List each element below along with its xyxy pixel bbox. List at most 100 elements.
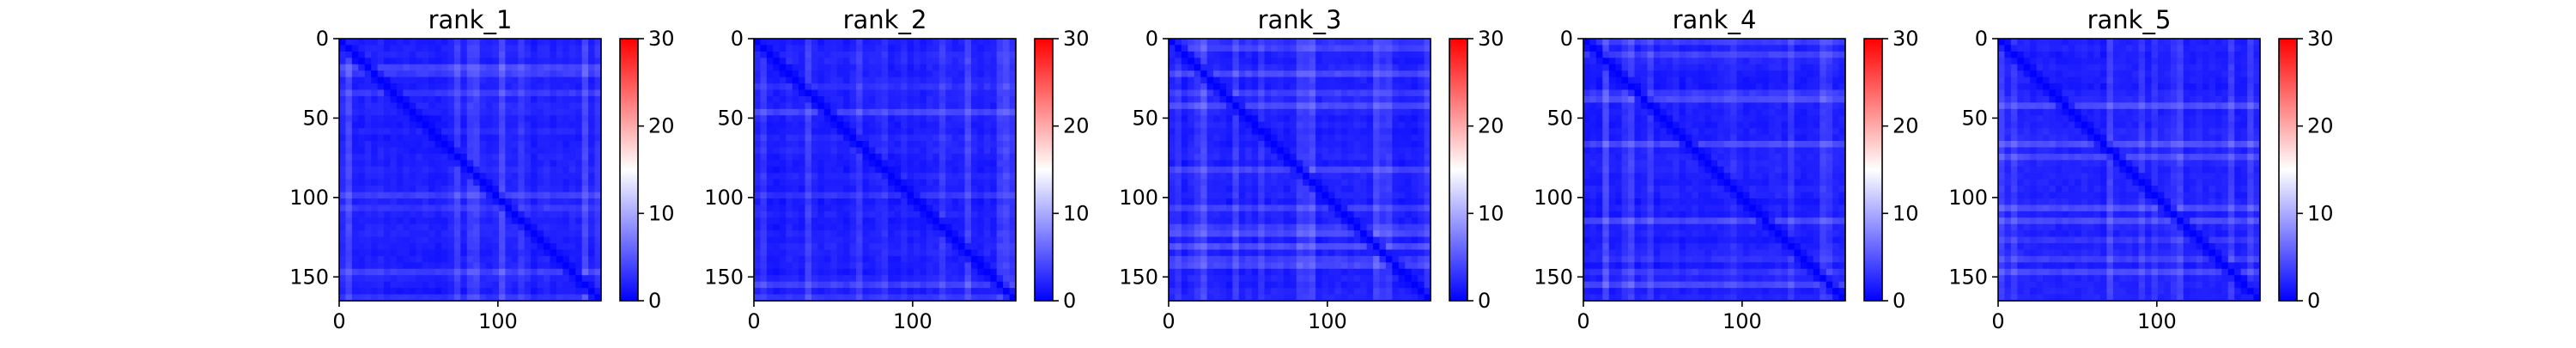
heatmap-cell [1188,230,1194,237]
heatmap-cell [824,249,831,256]
heatmap-cell [850,217,857,224]
heatmap-cell [1379,70,1386,77]
heatmap-cell [1354,230,1361,237]
heatmap-cell [1207,39,1214,46]
heatmap-cell [1220,115,1227,122]
heatmap-cell [1245,180,1252,186]
heatmap-cell [760,39,767,46]
heatmap-cell [569,64,576,71]
heatmap-cell [945,237,952,244]
heatmap-cell [920,90,927,97]
heatmap-cell [856,58,863,64]
heatmap-cell [518,77,525,84]
heatmap-cell [582,58,589,64]
heatmap-cell [339,269,346,276]
heatmap-cell [352,102,359,109]
heatmap-cell [518,90,525,97]
heatmap-cell [971,64,978,71]
heatmap-cell [467,192,474,199]
heatmap-cell [780,147,787,154]
heatmap-cell [1315,147,1322,154]
heatmap-cell [384,167,391,174]
heatmap-cell [588,288,595,295]
heatmap-cell [850,77,857,84]
heatmap-cell [588,269,595,276]
heatmap-cell [473,211,480,218]
heatmap-cell [435,135,442,142]
heatmap-cell [773,102,780,109]
heatmap-cell [1367,52,1374,58]
heatmap-cell [1418,243,1425,250]
heatmap-cell [888,109,895,116]
heatmap-cell [1297,64,1303,71]
heatmap-cell [799,211,805,218]
heatmap-cell [824,186,831,192]
heatmap-cell [1169,45,1176,52]
heatmap-cell [493,45,500,52]
heatmap-cell [997,282,1004,289]
heatmap-cell [1284,160,1291,167]
heatmap-cell [895,198,902,205]
heatmap-cell [927,173,933,180]
heatmap-cell [1213,128,1220,135]
heatmap-cell [371,275,378,282]
heatmap-cell [1341,141,1348,148]
heatmap-cell [1386,147,1393,154]
heatmap-cell [467,205,474,211]
heatmap-cell [1271,52,1278,58]
heatmap-cell [1418,147,1425,154]
heatmap-cell [1200,96,1207,103]
heatmap-cell [1328,52,1335,58]
heatmap-cell [1418,167,1425,174]
heatmap-cell [760,90,767,97]
heatmap-cell [1239,70,1246,77]
heatmap-cell [908,288,914,295]
heatmap-cell [1412,186,1419,192]
heatmap-cell [1367,198,1374,205]
heatmap-cell [997,237,1004,244]
heatmap-cell [799,173,805,180]
heatmap-cell [575,217,582,224]
heatmap-cell [780,115,787,122]
heatmap-cell [920,180,927,186]
heatmap-cell [964,192,971,199]
colorbar-tick-label: 0 [1063,289,1076,313]
heatmap-cell [358,256,365,263]
heatmap-cell [1207,52,1214,58]
heatmap-cell [869,282,876,289]
heatmap-cell [977,262,984,269]
heatmap-cell [499,198,506,205]
heatmap-cell [1271,243,1278,250]
heatmap-cell [1297,224,1303,231]
heatmap-cell [365,58,372,64]
heatmap-cell [562,237,569,244]
heatmap-cell [920,83,927,90]
heatmap-cell [1373,230,1380,237]
heatmap-cell [927,122,933,129]
heatmap-cell [467,288,474,295]
heatmap-cell [358,83,365,90]
heatmap-cell [454,243,461,250]
heatmap-cell [397,186,404,192]
heatmap-cell [518,230,525,237]
heatmap-cell [1239,115,1246,122]
heatmap-cell [830,243,837,250]
heatmap-cell [869,90,876,97]
heatmap-cell [460,167,467,174]
heatmap-cell [1399,275,1406,282]
heatmap-cell [365,52,372,58]
heatmap-cell [1188,249,1194,256]
heatmap-cell [754,269,761,276]
heatmap-cell [933,70,939,77]
heatmap-cell [1334,180,1341,186]
heatmap-cell [1226,282,1233,289]
heatmap-cell [939,180,946,186]
heatmap-cell [512,288,519,295]
heatmap-cell [1399,96,1406,103]
heatmap-cell [1207,64,1214,71]
heatmap-cell [817,249,824,256]
heatmap-cell [582,275,589,282]
heatmap-cell [754,58,761,64]
heatmap-cell [499,288,506,295]
heatmap-cell [1271,128,1278,135]
